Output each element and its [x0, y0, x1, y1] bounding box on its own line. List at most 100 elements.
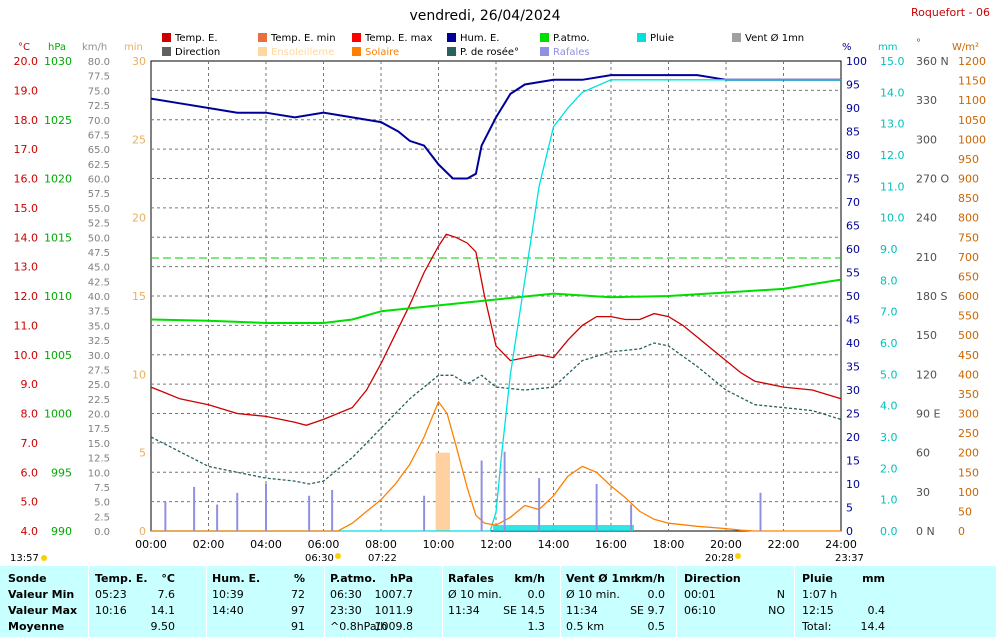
legend-label: Pluie [650, 33, 674, 44]
y-tick-label: 25 [132, 133, 146, 146]
table-cell: Valeur Max [8, 604, 78, 617]
y-tick-label: 35.0 [88, 321, 110, 332]
legend-swatch [540, 47, 549, 56]
y-tick-label: 0 N [916, 525, 935, 538]
y-tick-label: 1050 [958, 114, 986, 127]
y-tick-label: 10 [846, 478, 860, 491]
y-tick-label: 20.0 [14, 55, 39, 68]
y-tick-label: 10 [132, 368, 146, 381]
legend-swatch [162, 47, 171, 56]
y-tick-label: 10.0 [880, 212, 905, 225]
y-tick-label: 120 [916, 368, 937, 381]
y-tick-label: 1010 [44, 290, 72, 303]
y-tick-label: 14.0 [14, 231, 39, 244]
y-tick-label: 1000 [958, 133, 986, 146]
table-cell: km/h [634, 572, 665, 585]
sunshine-bar [435, 452, 450, 531]
table-cell: km/h [514, 572, 545, 585]
legend-label: Vent Ø 1mn [745, 32, 804, 44]
y-tick-label: 15.0 [88, 439, 110, 450]
y-tick-label: 95 [846, 79, 860, 92]
x-tick-label: 08:00 [365, 538, 397, 551]
table-cell: ^0.8hPa/h [330, 620, 388, 633]
y-tick-label: 30 [132, 55, 146, 68]
table-divider [206, 566, 207, 637]
y-tick-label: 990 [51, 525, 72, 538]
x-tick-label: 00:00 [135, 538, 167, 551]
station-name: Roquefort - 06 [911, 6, 990, 19]
legend-swatch [352, 33, 361, 42]
table-cell: Moyenne [8, 620, 65, 633]
y-tick-label: 270 O [916, 173, 949, 186]
y-tick-label: 62.5 [88, 160, 110, 171]
sun-icon [335, 553, 341, 559]
y-tick-label: 75.0 [88, 86, 110, 97]
table-cell: Ø 10 min. [566, 588, 620, 601]
x-tick-label: 20:00 [710, 538, 742, 551]
y-tick-label: 1.0 [880, 494, 898, 507]
table-divider [88, 566, 89, 637]
y-tick-label: 85 [846, 126, 860, 139]
y-tick-label: 77.5 [88, 72, 110, 83]
table-cell: 00:01 [684, 588, 716, 601]
legend-swatch [732, 33, 741, 42]
table-cell: Hum. E. [212, 572, 261, 585]
legend-label: Temp. E. max [364, 33, 433, 44]
x-tick-label: 10:00 [423, 538, 455, 551]
x-tick-label: 16:00 [595, 538, 627, 551]
y-tick-label: 20 [846, 431, 860, 444]
y-tick-label: 67.5 [88, 130, 110, 141]
y-tick-label: 800 [958, 212, 979, 225]
y-tick-label: 950 [958, 153, 979, 166]
y-tick-label: 90 [846, 102, 860, 115]
series-line-pluie [151, 79, 841, 532]
table-cell: 10:39 [212, 588, 244, 601]
legend-swatch [258, 47, 267, 56]
y-tick-label: 25.0 [88, 380, 110, 391]
y-tick-label: 1025 [44, 114, 72, 127]
y-tick-label: 0.0 [880, 525, 898, 538]
table-cell: 06:30 [330, 588, 362, 601]
table-cell: 0.5 [647, 620, 666, 633]
table-divider [794, 566, 795, 637]
y-tick-label: 60 [846, 243, 860, 256]
x-tick-label: 24:00 [825, 538, 857, 551]
legend-swatch [447, 47, 456, 56]
axis-units: °C hPa km/h min % mm ° W/m² [18, 38, 979, 53]
series-line-solaire [151, 400, 841, 532]
table-cell: 0.0 [647, 588, 666, 601]
x-tick-label: 14:00 [538, 538, 570, 551]
series-line-hum-e- [150, 74, 841, 180]
table-cell: 12:15 [802, 604, 834, 617]
plot [150, 74, 842, 532]
table-cell: Sonde [8, 572, 47, 585]
y-tick-label: 2.0 [880, 462, 898, 475]
y-tick-label: 300 [958, 408, 979, 421]
y-tick-label: 180 S [916, 290, 947, 303]
y-tick-label: 11.0 [14, 319, 39, 332]
y-tick-label: 6.0 [880, 337, 898, 350]
y-tick-label: 1200 [958, 55, 986, 68]
y-tick-label: 4.0 [21, 525, 39, 538]
y-tick-label: 13.0 [880, 118, 905, 131]
y-tick-label: 16.0 [14, 173, 39, 186]
legend-label: Hum. E. [460, 33, 499, 44]
y-tick-label: 1000 [44, 408, 72, 421]
table-cell: P.atmo. [330, 572, 377, 585]
x-tick-label: 22:00 [768, 538, 800, 551]
rain-rate-bar [493, 525, 634, 531]
y-tick-label: 7.0 [21, 437, 39, 450]
y-tick-label: 30.0 [88, 351, 110, 362]
table-cell: 10:16 [95, 604, 127, 617]
y-tick-label: 17.5 [88, 424, 110, 435]
y-tick-label: 6.0 [21, 466, 39, 479]
table-cell: 0.5 km [566, 620, 605, 633]
y-tick-label: 750 [958, 231, 979, 244]
table-cell: Total: [802, 620, 832, 633]
y-tick-label: 10.0 [14, 349, 39, 362]
table-cell: 23:30 [330, 604, 362, 617]
table-divider [560, 566, 561, 637]
y-tick-label: 250 [958, 427, 979, 440]
y-tick-label: 330 [916, 94, 937, 107]
y-tick-label: 1020 [44, 173, 72, 186]
